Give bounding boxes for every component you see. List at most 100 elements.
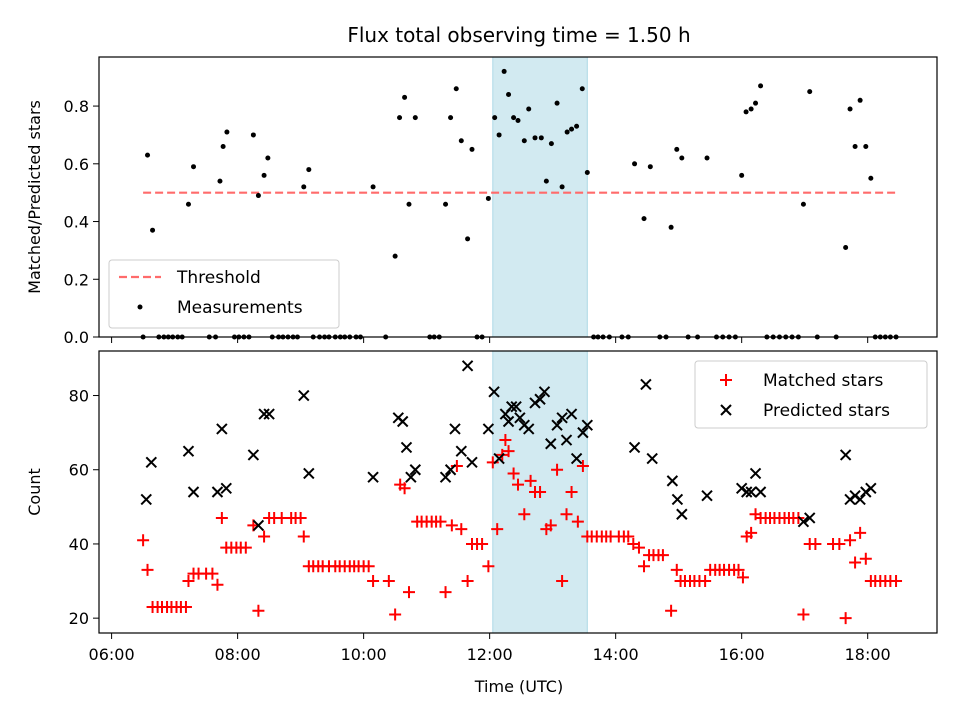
matched-star-point <box>524 474 537 487</box>
matched-star-point <box>534 486 547 498</box>
measurement-point <box>458 138 464 144</box>
measurement-point <box>506 92 512 98</box>
y-tick-label: 0.0 <box>64 328 89 347</box>
y-tick-label: 40 <box>69 535 89 554</box>
matched-star-point <box>632 541 645 554</box>
matched-star-point <box>367 575 380 588</box>
predicted-star-point <box>303 467 315 480</box>
matched-star-point <box>839 612 852 625</box>
matched-star-point <box>482 560 495 573</box>
predicted-star-point <box>400 441 413 454</box>
measurement-point <box>857 97 863 103</box>
measurement-points <box>140 68 899 340</box>
x-tick-label: 14:00 <box>593 645 639 664</box>
predicted-star-point <box>298 389 310 402</box>
predicted-star-point <box>220 482 232 494</box>
measurement-point <box>265 155 271 161</box>
matched-star-point <box>491 523 504 536</box>
predicted-star-point <box>754 486 767 498</box>
x-tick-label: 06:00 <box>89 645 135 664</box>
predicted-star-point <box>502 415 515 428</box>
matched-star-point <box>732 563 745 576</box>
predicted-star-point <box>187 486 200 498</box>
measurement-point <box>220 143 226 149</box>
predicted-star-point <box>449 423 461 435</box>
measurement-point <box>574 123 580 129</box>
matched-star-point <box>576 460 589 473</box>
legend-predicted-label: Predicted stars <box>763 401 890 421</box>
matched-star-point <box>137 534 150 547</box>
matched-star-point <box>141 563 154 576</box>
matched-star-point <box>206 567 219 580</box>
matched-star-point <box>699 575 712 588</box>
predicted-star-point <box>741 486 753 498</box>
predicted-star-point <box>565 408 578 420</box>
predicted-star-point <box>263 408 275 420</box>
predicted-star-point <box>367 471 379 483</box>
x-tick-label: 08:00 <box>215 645 261 664</box>
matched-star-point <box>565 486 578 498</box>
predicted-star-point <box>488 386 500 398</box>
matched-star-point <box>382 575 395 588</box>
ratio-y-axis-label: Matched/Predicted stars <box>25 100 44 294</box>
measurement-point <box>584 169 590 175</box>
predicted-star-point <box>556 412 568 424</box>
legend-threshold-label: Threshold <box>176 268 261 288</box>
predicted-star-point <box>466 456 478 469</box>
measurement-point <box>564 129 570 135</box>
chart-title: Flux total observing time = 1.50 h <box>347 23 690 47</box>
ratio-legend-box <box>108 259 340 329</box>
measurement-point <box>443 201 449 207</box>
measurement-point <box>185 201 191 207</box>
matched-star-point <box>258 530 271 543</box>
predicted-star-point <box>551 419 563 431</box>
predicted-star-point <box>439 471 452 483</box>
measurement-point <box>370 184 376 190</box>
matched-star-point <box>859 552 872 565</box>
predicted-star-point <box>640 378 652 391</box>
count-axes-frame <box>98 350 938 634</box>
predicted-star-point <box>405 471 417 483</box>
ratio-axes-frame <box>98 56 938 338</box>
y-tick-label: 0.8 <box>64 97 89 116</box>
measurement-point <box>496 132 502 138</box>
predicted-star-point <box>570 452 583 465</box>
predicted-star-point <box>797 515 810 528</box>
matched-star-point <box>571 515 584 528</box>
matched-star-point <box>450 460 463 473</box>
measurement-point <box>800 201 806 207</box>
matched-star-point <box>362 560 375 573</box>
matched-star-point <box>297 530 310 543</box>
matched-star-point <box>179 601 192 614</box>
y-tick-label: 0.6 <box>64 155 89 174</box>
measurement-point <box>145 152 151 158</box>
measurement-point <box>150 227 156 233</box>
predicted-star-point <box>676 508 688 520</box>
x-tick-label: 16:00 <box>719 645 765 664</box>
measurement-point <box>453 86 459 92</box>
measurement-point <box>397 115 403 121</box>
predicted-star-point <box>646 452 658 465</box>
predicted-star-point <box>505 400 518 413</box>
x-tick-label: 12:00 <box>467 645 513 664</box>
predicted-star-point <box>577 426 589 439</box>
measurement-point <box>569 126 575 132</box>
count-legend-box <box>694 360 928 429</box>
measurement-point <box>511 115 517 121</box>
matched-star-point <box>499 434 512 447</box>
matched-star-point <box>461 575 474 588</box>
count-x-ticks: 06:00 08:00 10:00 12:00 14:00 16:00 18:00 <box>89 633 891 664</box>
measurement-point <box>191 164 197 170</box>
legend-matched-label: Matched stars <box>763 371 883 391</box>
predicted-star-point <box>455 445 468 457</box>
predicted-star-point <box>671 493 684 506</box>
ratio-y-ticks: 0.0 0.2 0.4 0.6 0.8 <box>64 97 99 347</box>
matched-star-point <box>455 523 468 536</box>
measurement-point <box>526 106 532 112</box>
matched-star-point <box>239 541 252 554</box>
legend-measurements-label: Measurements <box>177 298 303 318</box>
measurement-point <box>515 118 521 124</box>
measurement-point <box>753 100 759 106</box>
measurement-point <box>485 195 491 201</box>
legend-matched-swatch <box>720 374 732 386</box>
